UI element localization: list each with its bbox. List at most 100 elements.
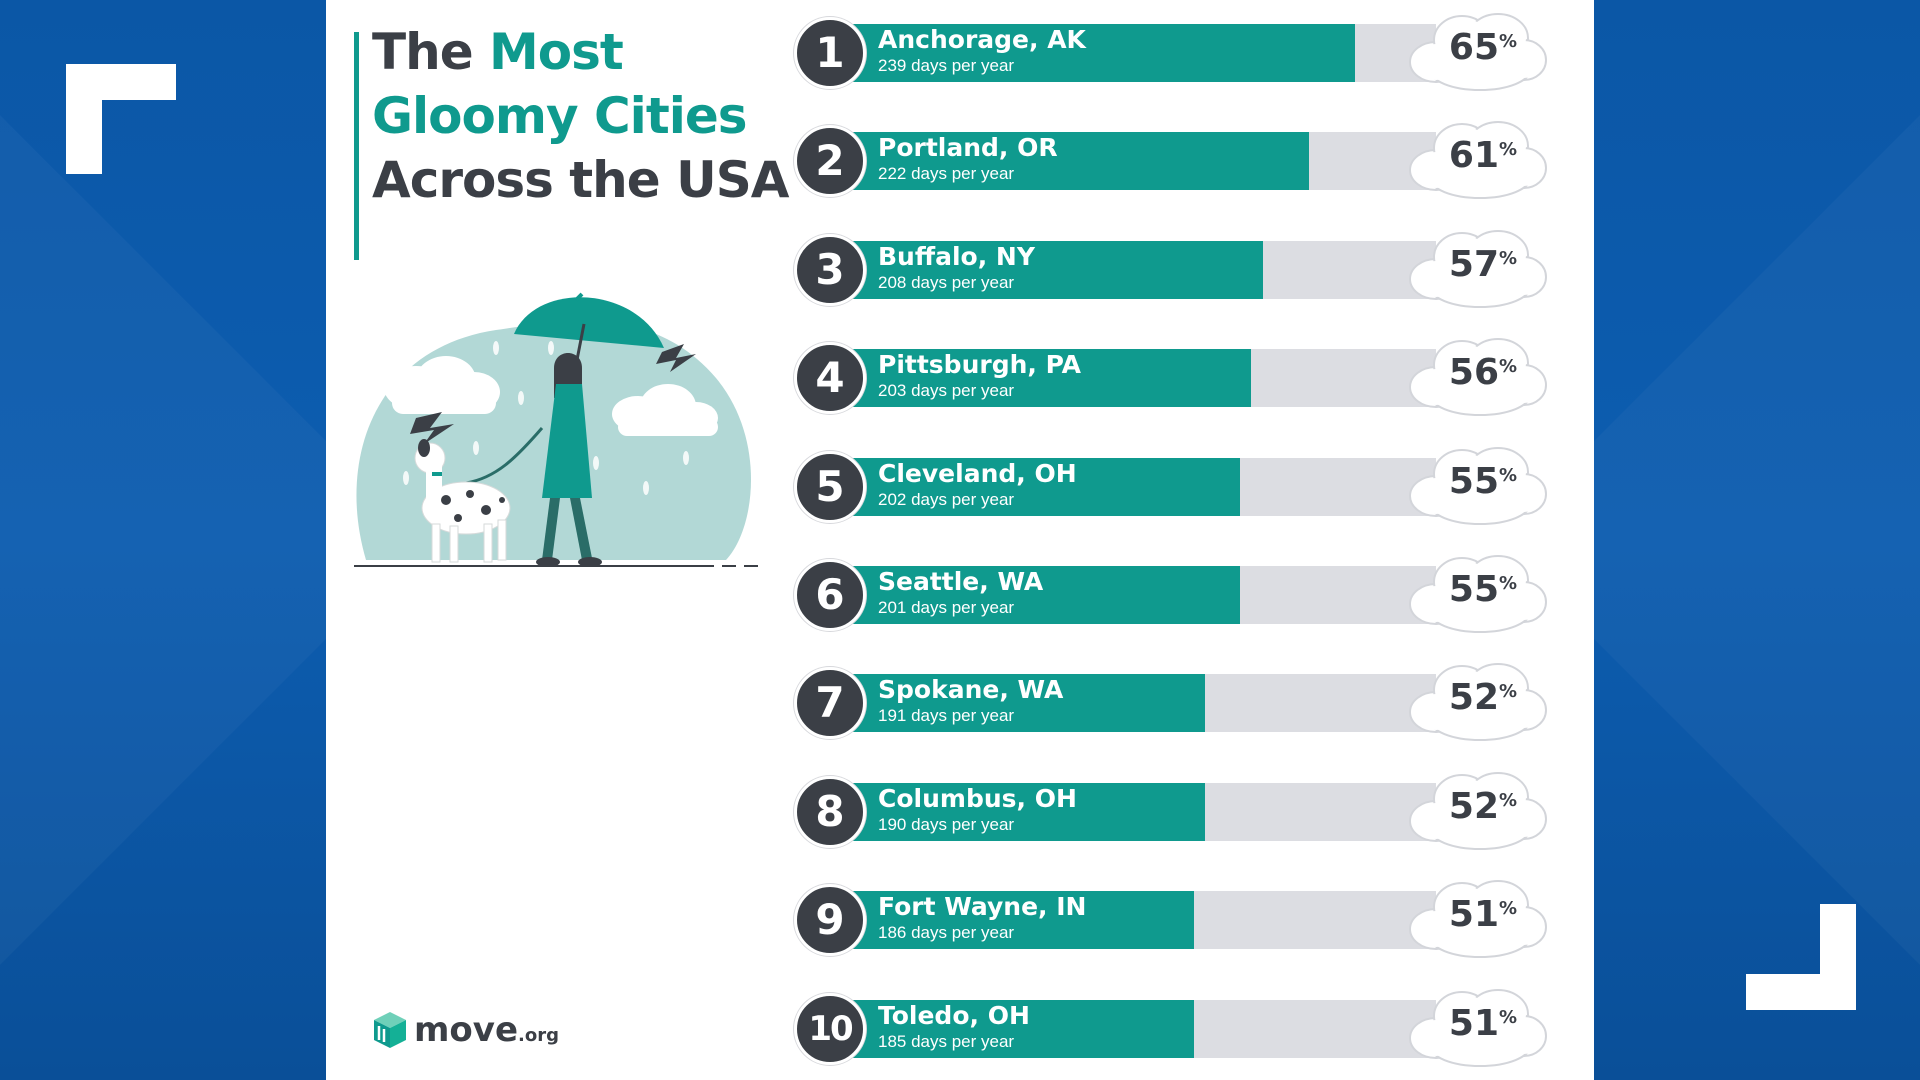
bar-track — [836, 24, 1436, 82]
city-label: Spokane, WA — [878, 675, 1064, 705]
bar-row: 2 Portland, OR 222 days per year 61% — [794, 120, 1554, 200]
bar-row: 1 Anchorage, AK 239 days per year 65% — [794, 12, 1554, 92]
city-label: Seattle, WA — [878, 567, 1044, 596]
move-org-logo: move.org — [372, 1010, 559, 1050]
city-label: Cleveland, OH — [878, 458, 1077, 488]
percent-unit: % — [1499, 789, 1518, 811]
bar-row: 4 Pittsburgh, PA 203 days per year 56% — [794, 337, 1554, 417]
percent-unit: % — [1499, 139, 1518, 161]
rank-badge: 10 — [794, 992, 866, 1065]
bar-fill — [836, 891, 1194, 950]
cloud-icon — [1409, 880, 1547, 959]
percent-value: 52 — [1448, 785, 1500, 827]
title-part-2: Across the USA — [372, 151, 789, 209]
days-label: 222 days per year — [878, 164, 1015, 184]
rank-badge: 8 — [794, 775, 866, 848]
rank-badge: 4 — [794, 342, 866, 415]
cloud-icon — [1409, 338, 1547, 417]
bar-fill — [836, 24, 1355, 82]
bar-row: 10 Toledo, OH 185 days per year 51% — [794, 988, 1554, 1068]
days-label: 186 days per year — [878, 923, 1015, 943]
percent-value: 55 — [1448, 460, 1500, 502]
logo-name: move — [414, 1010, 519, 1050]
percent-unit: % — [1499, 573, 1518, 594]
city-label: Toledo, OH — [878, 1000, 1030, 1030]
rank-badge: 9 — [794, 884, 866, 957]
percent-value: 57 — [1448, 243, 1500, 285]
percent-value: 61 — [1448, 135, 1500, 177]
bar-row: 6 Seattle, WA 201 days per year 55% — [794, 554, 1554, 634]
percent-label: 51% — [1428, 893, 1538, 937]
bar-row: 8 Columbus, OH 190 days per year 52% — [794, 771, 1554, 851]
city-label: Pittsburgh, PA — [878, 350, 1081, 380]
days-label: 203 days per year — [878, 381, 1015, 401]
city-label: Columbus, OH — [878, 783, 1077, 813]
percent-value: 52 — [1448, 677, 1500, 719]
percent-unit: % — [1499, 31, 1518, 52]
percent-label: 61% — [1428, 134, 1538, 178]
infographic-title: The Most Gloomy Cities Across the USA — [372, 20, 792, 212]
title-accent: Most Gloomy Cities — [372, 23, 748, 145]
percent-label: 55% — [1428, 460, 1538, 504]
percent-label: 52% — [1428, 676, 1538, 720]
cloud-icon — [1409, 555, 1547, 633]
percent-unit: % — [1499, 1006, 1518, 1028]
bar-fill — [836, 349, 1251, 408]
logo-wordmark: move.org — [414, 1010, 559, 1050]
bar-track — [836, 457, 1436, 516]
days-label: 208 days per year — [878, 272, 1015, 292]
city-label: Buffalo, NY — [878, 241, 1035, 271]
bar-row: 5 Cleveland, OH 202 days per year 55% — [794, 446, 1554, 526]
percent-unit: % — [1499, 898, 1518, 920]
title-part-1: The — [372, 23, 490, 81]
percent-unit: % — [1499, 247, 1518, 269]
percent-label: 65% — [1428, 26, 1538, 70]
bar-fill — [836, 999, 1194, 1058]
rank-badge: 2 — [794, 125, 866, 198]
percent-value: 56 — [1448, 352, 1500, 394]
percent-value: 51 — [1448, 894, 1500, 936]
bar-track — [836, 674, 1436, 733]
box-logo-icon — [374, 1012, 406, 1048]
cloud-icon — [1409, 663, 1547, 742]
cloud-icon — [1409, 446, 1547, 525]
days-label: 185 days per year — [878, 1031, 1015, 1051]
percent-unit: % — [1499, 681, 1518, 703]
bar-fill — [836, 674, 1205, 733]
cloud-icon — [1409, 988, 1547, 1067]
cloud-icon — [1409, 229, 1547, 308]
city-label: Anchorage, AK — [878, 25, 1086, 54]
corner-bracket-top-left — [66, 64, 176, 174]
title-accent-bar — [354, 32, 359, 260]
days-label: 191 days per year — [878, 706, 1015, 726]
rainy-walk-illustration — [354, 292, 758, 567]
days-label: 190 days per year — [878, 814, 1015, 834]
rank-badge: 7 — [794, 667, 866, 740]
bar-track — [836, 240, 1436, 299]
percent-label: 52% — [1428, 785, 1538, 829]
percent-label: 51% — [1428, 1002, 1538, 1046]
percent-value: 65 — [1448, 27, 1500, 68]
city-label: Fort Wayne, IN — [878, 892, 1087, 922]
bar-track — [836, 132, 1436, 191]
bar-track — [836, 891, 1436, 950]
percent-label: 56% — [1428, 351, 1538, 395]
percent-value: 55 — [1448, 569, 1500, 610]
percent-label: 55% — [1428, 568, 1538, 612]
days-label: 239 days per year — [878, 56, 1015, 75]
bar-fill — [836, 240, 1263, 299]
bar-row: 9 Fort Wayne, IN 186 days per year 51% — [794, 879, 1554, 959]
rank-badge: 1 — [794, 17, 866, 89]
bar-row: 3 Buffalo, NY 208 days per year 57% — [794, 229, 1554, 309]
cloud-icon — [1409, 121, 1547, 200]
bar-fill — [836, 457, 1240, 516]
days-label: 201 days per year — [878, 598, 1015, 617]
corner-bracket-bottom-right — [1746, 904, 1856, 1010]
cloud-icon — [1409, 13, 1547, 91]
percent-unit: % — [1499, 464, 1518, 486]
rank-badge: 6 — [794, 559, 866, 631]
city-label: Portland, OR — [878, 133, 1058, 163]
bar-track — [836, 349, 1436, 408]
percent-unit: % — [1499, 356, 1518, 378]
